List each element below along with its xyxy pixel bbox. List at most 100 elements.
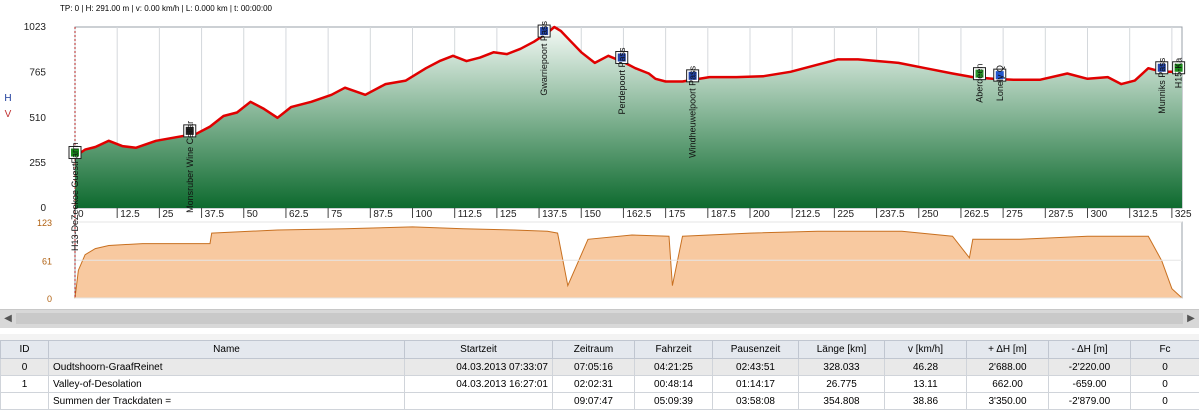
waypoint-label: Gwarriepoort Pass [539, 21, 549, 96]
col-header-ascent[interactable]: + ΔH [m] [966, 340, 1049, 359]
x-tick-label: 250 [922, 209, 939, 220]
waypoint-icon-fill [1157, 63, 1166, 72]
cell-ride-time: 05:09:39 [634, 392, 713, 410]
col-header-start[interactable]: Startzeit [404, 340, 553, 359]
x-tick-label: 112.5 [458, 209, 483, 220]
cell-period: 07:05:16 [552, 358, 635, 376]
waypoint-icon-fill [185, 126, 194, 135]
waypoint-icon-fill [540, 27, 549, 36]
cell-pause: 01:14:17 [712, 375, 799, 393]
col-header-name[interactable]: Name [48, 340, 405, 359]
cell-id [0, 392, 49, 410]
table-row[interactable]: 0 Oudtshoorn-GraafReinet 04.03.2013 07:3… [0, 358, 1199, 376]
table-summary-row: Summen der Trackdaten = 09:07:47 05:09:3… [0, 392, 1199, 410]
cell-length: 354.808 [798, 392, 885, 410]
town-icon [973, 67, 986, 81]
elevation-speed-chart[interactable]: 0 255 510 765 1023 HV 0 12.5 25 37.5 50 62.5 75 87.5 1… [0, 0, 1199, 306]
cell-descent: -659.00 [1048, 375, 1131, 393]
cell-fc: 0 [1130, 392, 1199, 410]
x-tick-label: 225 [837, 209, 854, 220]
col-header-pause[interactable]: Pausenzeit [712, 340, 799, 359]
cell-start [404, 392, 553, 410]
x-tick-label: 200 [753, 209, 770, 220]
col-header-id[interactable]: ID [0, 340, 49, 359]
lodge-icon [993, 68, 1007, 82]
cell-pause: 02:43:51 [712, 358, 799, 376]
cell-id: 0 [0, 358, 49, 376]
table-top-divider [0, 334, 1199, 340]
wine-cellar-icon [183, 124, 197, 138]
waypoint-label: Windheuwelpoort Pass [688, 65, 698, 158]
pass-icon [1155, 61, 1169, 75]
waypoint-label: H15-Ka [1174, 58, 1184, 89]
elevation-plot: 0 255 510 765 1023 HV 0 12.5 25 37.5 50 62.5 75 87.5 1… [4, 22, 1192, 220]
horizontal-scrollbar[interactable]: ◀ ▶ [0, 309, 1199, 328]
table-row[interactable]: 1 Valley-of-Desolation 04.03.2013 16:27:… [0, 375, 1199, 393]
status-line: TP: 0 | H: 291.00 m | v: 0.00 km/h | L: … [60, 4, 272, 13]
cell-pause: 03:58:08 [712, 392, 799, 410]
waypoint-icon-fill [995, 71, 1004, 80]
cell-ride-time: 04:21:25 [634, 358, 713, 376]
cell-name: Valley-of-Desolation [48, 375, 405, 393]
col-header-length[interactable]: Länge [km] [798, 340, 885, 359]
col-header-descent[interactable]: - ΔH [m] [1048, 340, 1131, 359]
cell-ascent: 662.00 [966, 375, 1049, 393]
cell-speed: 13.11 [884, 375, 967, 393]
speed-y-tick-label: 0 [47, 294, 52, 304]
y-tick-label: 765 [29, 68, 46, 79]
x-tick-label: 275 [1006, 209, 1023, 220]
x-tick-label: 162.5 [626, 209, 651, 220]
flag-icon [68, 146, 82, 160]
col-header-ride-time[interactable]: Fahrzeit [634, 340, 713, 359]
x-tick-label: 237.5 [880, 209, 905, 220]
waypoint-icon-fill [975, 69, 984, 78]
cell-fc: 0 [1130, 358, 1199, 376]
waypoint-label: Lonely Q [995, 65, 1005, 101]
cell-id: 1 [0, 375, 49, 393]
waypoint-label: Munniks Pass [1157, 57, 1167, 114]
x-tick-label: 75 [331, 209, 343, 220]
speed-plot: 0 61 123 [37, 218, 1183, 304]
col-header-fc[interactable]: Fc [1130, 340, 1199, 359]
speed-y-tick-label: 123 [37, 218, 52, 228]
table-header-row: ID Name Startzeit Zeitraum Fahrzeit Paus… [0, 340, 1199, 359]
x-tick-label: 87.5 [373, 209, 393, 220]
cell-period: 02:02:31 [552, 375, 635, 393]
cell-name: Oudtshoorn-GraafReinet [48, 358, 405, 376]
waypoint-label: Monsruber Wine Cellar [185, 121, 195, 213]
x-tick-label: 137.5 [542, 209, 567, 220]
elevation-area [75, 27, 1182, 208]
col-header-speed[interactable]: v [km/h] [884, 340, 967, 359]
col-header-period[interactable]: Zeitraum [552, 340, 635, 359]
y-tick-label: 510 [29, 113, 46, 124]
x-tick-label: 125 [500, 209, 517, 220]
cell-fc: 0 [1130, 375, 1199, 393]
x-tick-label: 100 [416, 209, 433, 220]
waypoint-icon-fill [617, 53, 626, 62]
flag-icon [1172, 61, 1186, 75]
scroll-left-arrow-icon[interactable]: ◀ [4, 313, 12, 324]
cell-start: 04.03.2013 07:33:07 [404, 358, 553, 376]
x-tick-label: 62.5 [289, 209, 309, 220]
cell-length: 26.775 [798, 375, 885, 393]
y-tick-label: 1023 [24, 22, 47, 33]
cell-ride-time: 00:48:14 [634, 375, 713, 393]
x-tick-label: 150 [584, 209, 601, 220]
speed-line [74, 226, 1183, 299]
cell-period: 09:07:47 [552, 392, 635, 410]
pass-icon [686, 69, 700, 83]
scroll-right-arrow-icon[interactable]: ▶ [1187, 313, 1195, 324]
speed-area [75, 226, 1182, 298]
x-tick-label: 300 [1091, 209, 1108, 220]
scroll-thumb[interactable] [16, 313, 1183, 324]
pass-icon [615, 51, 629, 65]
waypoint-label: Perdepoort Pass [617, 47, 627, 115]
x-tick-label: 312.5 [1133, 209, 1158, 220]
waypoint-icon-fill [71, 148, 79, 157]
x-tick-label: 212.5 [795, 209, 820, 220]
cell-ascent: 3'350.00 [966, 392, 1049, 410]
x-tick-label: 0 [78, 209, 84, 220]
waypoint-icon-fill [1174, 63, 1183, 72]
cell-ascent: 2'688.00 [966, 358, 1049, 376]
cell-name: Summen der Trackdaten = [48, 392, 405, 410]
